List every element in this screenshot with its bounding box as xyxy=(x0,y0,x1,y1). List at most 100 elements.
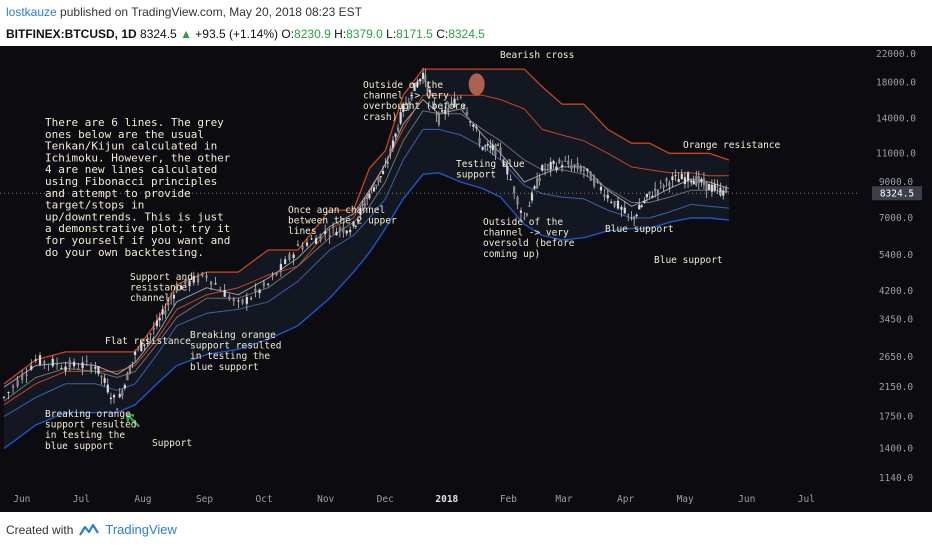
candle-body xyxy=(179,285,183,290)
candle-body xyxy=(567,160,570,165)
grey_tenkan-line xyxy=(3,98,730,388)
candle-body xyxy=(319,234,322,241)
candle-body xyxy=(149,333,152,335)
candle-body xyxy=(686,172,690,182)
candle-body xyxy=(219,289,222,292)
candle-body xyxy=(223,289,226,297)
candle-body xyxy=(214,283,217,285)
candle-body xyxy=(453,98,456,108)
candle-body xyxy=(525,213,528,216)
candle-body xyxy=(478,138,481,144)
candle-body xyxy=(643,200,646,203)
candle-body xyxy=(64,366,67,371)
author-link[interactable]: lostkauze xyxy=(6,5,57,19)
candle-body xyxy=(370,187,373,189)
chart-area[interactable]: There are 6 lines. The grey ones below ar… xyxy=(0,46,932,512)
candle-body xyxy=(690,180,693,183)
annotation-3: Breaking orange support resulted in testin… xyxy=(190,330,282,373)
candle-body xyxy=(610,201,613,203)
candle-body xyxy=(651,196,654,198)
y-tick-label: 4200.0 xyxy=(879,286,914,297)
price-chart[interactable]: There are 6 lines. The grey ones below ar… xyxy=(0,46,932,512)
candle-body xyxy=(671,176,674,181)
x-tick-label: Feb xyxy=(500,494,517,505)
candle-body xyxy=(201,272,204,277)
candle-body xyxy=(656,189,660,195)
candle-body xyxy=(310,238,313,240)
y-tick-label: 1400.0 xyxy=(879,444,914,455)
price-axis[interactable]: 22000.0 18000.0 14000.0 11000.0 9000.0 7000.0… xyxy=(872,49,922,484)
candle-body xyxy=(416,82,419,87)
candle-body xyxy=(680,173,683,180)
tradingview-brand[interactable]: TradingView xyxy=(105,522,177,537)
candle-body xyxy=(232,298,235,302)
x-tick-label: Oct xyxy=(256,494,273,505)
candle-body xyxy=(421,72,425,79)
candle-body xyxy=(440,109,444,112)
orange_lower-line xyxy=(3,94,729,406)
candle-body xyxy=(433,103,436,109)
candle-body xyxy=(486,143,489,146)
annotation-0: There are 6 lines. The grey ones below ar… xyxy=(45,116,231,259)
candle-body xyxy=(620,206,623,210)
candle-body xyxy=(131,361,134,363)
candle-body xyxy=(716,186,719,188)
candle-body xyxy=(513,186,516,194)
candle-body xyxy=(205,275,208,278)
candle-body xyxy=(668,182,671,187)
candle-body xyxy=(582,169,586,171)
candle-body xyxy=(494,144,497,156)
symbol-label[interactable]: BITFINEX:BTCUSD, 1D xyxy=(6,27,137,41)
support-arrow xyxy=(125,413,140,428)
annotation-4: Breaking orange support resulted in testin… xyxy=(45,409,137,452)
candle-body xyxy=(613,201,616,207)
candle-body xyxy=(152,328,155,330)
annotation-2: Flat resistance xyxy=(105,336,191,347)
candle-body xyxy=(161,309,164,315)
candle-body xyxy=(354,225,357,227)
y-tick-label: 9000.0 xyxy=(879,177,914,188)
candle-body xyxy=(640,205,643,207)
candle-body xyxy=(576,163,579,169)
candle-body xyxy=(137,347,140,349)
candle-body xyxy=(250,298,253,300)
candle-body xyxy=(68,360,71,368)
candle-body xyxy=(496,144,500,146)
candle-body xyxy=(89,364,93,372)
candle-body xyxy=(533,186,536,189)
candles xyxy=(2,67,728,411)
candle-body xyxy=(659,182,662,184)
candle-body xyxy=(465,111,469,115)
candle-body xyxy=(645,193,649,198)
candle-body xyxy=(509,179,512,181)
annotations: There are 6 lines. The grey ones below ar… xyxy=(45,50,781,452)
candle-body xyxy=(700,178,703,183)
y-tick-label: 1140.0 xyxy=(879,473,914,484)
candle-body xyxy=(404,102,408,106)
candle-body xyxy=(437,113,441,125)
candle-body xyxy=(705,181,708,192)
candle-body xyxy=(635,214,638,217)
annotation-1: Support and resistance channel xyxy=(130,272,193,304)
candle-body xyxy=(586,168,589,171)
candle-body xyxy=(428,89,431,93)
candle-body xyxy=(596,179,599,182)
candle-body xyxy=(564,160,567,162)
candle-body xyxy=(399,112,402,124)
candle-body xyxy=(481,147,484,150)
y-tick-label: 5400.0 xyxy=(879,250,914,261)
candle-body xyxy=(502,163,506,166)
annotation-8: Bearish cross xyxy=(500,50,574,61)
candle-body xyxy=(338,227,342,231)
candle-body xyxy=(697,176,700,183)
candle-body xyxy=(375,184,378,186)
price-change: +93.5 (+1.14%) xyxy=(195,27,279,41)
x-tick-label: Aug xyxy=(134,494,151,505)
candle-body xyxy=(155,320,159,327)
candle-body xyxy=(237,300,240,302)
candle-body xyxy=(133,351,137,356)
candle-body xyxy=(121,390,124,396)
time-axis[interactable]: Jun Jul Aug Sep Oct Nov Dec 2018 Feb Mar Apr May Jun… xyxy=(13,494,815,505)
candle-body xyxy=(11,385,15,388)
candle-body xyxy=(43,360,46,364)
